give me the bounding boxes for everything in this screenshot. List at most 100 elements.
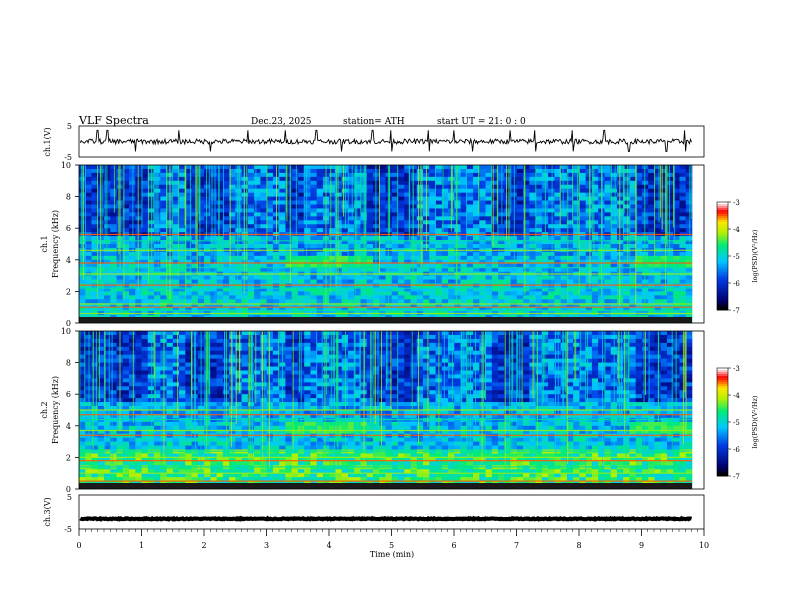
spectrogram-cell <box>610 188 618 193</box>
spectrogram-cell <box>523 236 530 241</box>
spectrogram-cell <box>129 224 136 229</box>
spectrogram-cell <box>479 212 486 217</box>
spectrogram-cell <box>623 251 630 257</box>
spectrogram-cell <box>329 236 336 241</box>
spectrogram-cell <box>679 208 687 213</box>
spectrogram-cell <box>379 188 386 193</box>
spectrogram-cell <box>185 176 192 182</box>
spectrogram-cell <box>297 165 305 170</box>
spectrogram-cell <box>491 295 499 300</box>
spectrogram-cell <box>466 295 474 300</box>
spectrogram-cell <box>185 429 192 434</box>
spectrogram-cell <box>204 196 211 201</box>
spectrogram-cell <box>85 370 92 375</box>
spectrogram-cell <box>154 366 161 371</box>
spectrogram-cell <box>216 259 224 265</box>
spectrogram-cell <box>254 303 261 308</box>
spectrogram-cell <box>635 263 643 268</box>
spectrogram-cell <box>391 275 399 280</box>
spectrogram-cell <box>222 165 230 170</box>
spectrogram-cell <box>654 216 662 221</box>
spectrogram-cell <box>141 394 149 399</box>
spectrogram-cell <box>554 196 561 201</box>
spectrogram-cell <box>191 244 199 249</box>
spectrogram-cell <box>660 165 668 170</box>
spectrogram-cell <box>610 255 618 261</box>
spectrogram-cell <box>485 259 493 265</box>
spectrogram-cell <box>191 176 199 182</box>
spectrogram-cell <box>673 275 680 280</box>
spectrogram-cell <box>435 240 443 245</box>
spectrogram-cell <box>479 216 486 221</box>
spectrogram-cell <box>79 477 86 482</box>
spectrogram-cell <box>260 275 267 280</box>
spectrogram-cell <box>129 410 136 415</box>
spectrogram-cell <box>548 267 555 272</box>
spectrogram-cell <box>573 212 580 217</box>
spectrogram-cell <box>147 240 155 245</box>
spectrogram-cell <box>279 180 286 186</box>
spectrogram-cell <box>79 382 86 387</box>
spectrogram-cell <box>85 366 92 371</box>
spectrogram-cell <box>97 342 105 348</box>
spectrogram-cell <box>129 398 136 403</box>
spectrogram-cell <box>279 168 286 174</box>
spectrogram-cell <box>129 291 136 296</box>
spectrogram-cell <box>310 244 317 249</box>
spectrogram-cell <box>629 307 637 312</box>
spectrogram-cell <box>366 165 374 170</box>
spectrogram-cell <box>166 370 174 375</box>
spectrogram-cell <box>379 168 386 174</box>
spectrogram-cell <box>122 307 130 312</box>
spectrogram-cell <box>435 168 443 174</box>
spectrogram-cell <box>216 303 224 308</box>
spectrogram-cell <box>197 473 205 478</box>
spectrogram-cell <box>610 236 618 241</box>
spectrogram-cell <box>147 366 155 371</box>
spectrogram-cell <box>560 216 568 221</box>
spectrogram-cell <box>404 165 411 170</box>
spectrogram-cell <box>147 441 155 446</box>
spectrogram-cell <box>260 291 267 296</box>
spectrogram-cell <box>129 287 136 292</box>
spectrogram-cell <box>516 172 524 178</box>
spectrogram-cell <box>97 216 105 221</box>
spectrogram-cell <box>379 279 386 284</box>
spectrogram-cell <box>423 279 430 284</box>
spectrogram-cell <box>554 220 561 225</box>
spectrogram-cell <box>666 180 674 186</box>
spectrogram-cell <box>366 184 374 189</box>
spectrogram-cell <box>610 251 618 257</box>
spectrogram-cell <box>97 350 105 355</box>
spectrogram-cell <box>329 180 336 186</box>
spectrogram-cell <box>104 421 111 427</box>
spectrogram-cell <box>316 259 324 265</box>
spectrogram-cell <box>604 184 611 189</box>
spectrogram-cell <box>585 295 593 300</box>
spectrogram-cell <box>210 267 217 272</box>
spectrogram-cell <box>141 200 149 205</box>
spectrogram-cell <box>648 216 655 221</box>
spectrogram-cell <box>585 279 593 284</box>
spectrogram-cell <box>179 410 186 415</box>
spectrogram-cell <box>510 275 518 280</box>
spectrogram-cell <box>354 267 361 272</box>
spectrogram-cell <box>197 251 205 257</box>
spectrogram-cell <box>85 429 92 434</box>
spectrogram-cell <box>91 263 99 268</box>
spectrogram-cell <box>154 208 161 213</box>
spectrogram-cell <box>673 255 680 261</box>
spectrogram-cell <box>91 342 99 348</box>
spectrogram-cell <box>485 176 493 182</box>
spectrogram-cell <box>535 228 543 233</box>
spectrogram-cell <box>279 299 286 304</box>
spectrogram-cell <box>685 168 693 174</box>
spectrogram-cell <box>154 216 161 221</box>
spectrogram-cell <box>160 307 167 312</box>
spectrogram-cell <box>429 208 436 213</box>
spectrogram-cell <box>504 240 511 245</box>
spectrogram-cell <box>473 240 480 245</box>
spectrogram-cell <box>241 216 249 221</box>
spectrogram-cell <box>172 244 180 249</box>
spectrogram-cell <box>141 240 149 245</box>
